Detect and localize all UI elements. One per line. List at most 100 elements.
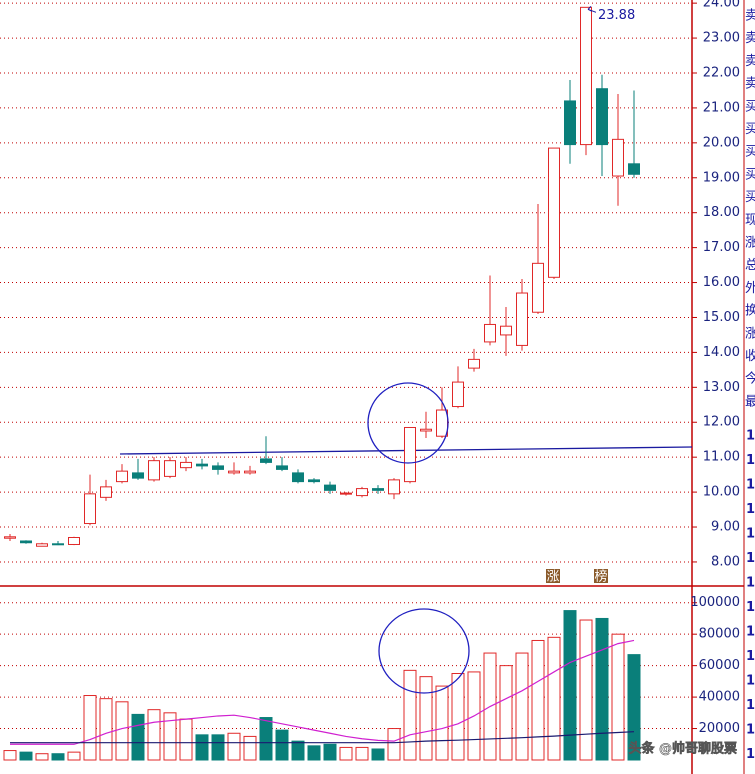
- volume-tick-label: 20000: [699, 721, 740, 736]
- max-arrow: [587, 5, 597, 13]
- side-value: 14.: [746, 747, 755, 762]
- side-value: 14.: [746, 502, 755, 517]
- volume-bar: [371, 748, 385, 761]
- volume-bar: [531, 639, 545, 761]
- candle-body: [452, 381, 464, 408]
- side-label: 卖: [745, 9, 755, 24]
- candle-body: [4, 536, 16, 539]
- candle-body: [52, 543, 64, 546]
- y-tick-label: 19.00: [703, 170, 740, 185]
- y-tick-label: 12.00: [703, 415, 740, 430]
- side-value: 14.: [746, 429, 755, 444]
- volume-bar: [403, 669, 417, 761]
- candle-body: [180, 461, 192, 469]
- y-tick-label: 9.00: [711, 520, 740, 535]
- volume-bar: [387, 728, 401, 761]
- side-value: 14.: [746, 723, 755, 738]
- candle-body: [84, 493, 96, 525]
- volume-bar: [147, 709, 161, 761]
- volume-bar: [131, 713, 145, 761]
- side-label: 卖: [745, 54, 755, 69]
- max-price-label: 23.88: [598, 8, 635, 23]
- y-tick-label: 22.00: [703, 65, 740, 80]
- volume-bar: [307, 745, 321, 761]
- volume-bar: [435, 685, 449, 761]
- marks: [3, 6, 641, 761]
- candle-body: [628, 163, 640, 175]
- labels: 8.00 9.00 10.00 11.00 12.00 13.00 14.00 15.00 16…: [546, 0, 755, 762]
- side-label: 外: [745, 281, 755, 296]
- volume-tick-label: 80000: [699, 627, 740, 642]
- side-value: 14.: [746, 625, 755, 640]
- candle-body: [340, 492, 352, 495]
- side-value: 14.: [746, 600, 755, 615]
- side-label: 总: [745, 258, 755, 273]
- side-label: 今: [745, 371, 755, 387]
- candle-body: [404, 426, 416, 483]
- marker-label: 榜: [594, 569, 607, 585]
- candle-body: [372, 488, 384, 491]
- side-label: 买: [745, 190, 755, 205]
- marker-label: 涨: [546, 570, 559, 585]
- volume-bar: [195, 734, 209, 761]
- volume-bar: [451, 673, 465, 761]
- candle-body: [484, 323, 496, 343]
- volume-bar: [499, 665, 513, 761]
- volume-bar: [419, 676, 433, 761]
- candle-body: [212, 465, 224, 470]
- side-value: 14.: [746, 453, 755, 468]
- side-value: 14.: [746, 698, 755, 713]
- volume-tick-label: 100000: [690, 595, 740, 610]
- side-value: 14.: [746, 478, 755, 493]
- y-tick-label: 24.00: [703, 0, 740, 11]
- side-label: 现: [745, 213, 755, 228]
- volume-bar: [179, 718, 193, 761]
- watermark: 头条 @帅哥聊股票: [628, 741, 737, 757]
- y-tick-label: 16.00: [703, 275, 740, 290]
- candle-body: [564, 100, 576, 146]
- y-tick-label: 18.00: [703, 205, 740, 220]
- candle-body: [164, 460, 176, 477]
- side-label: 买: [745, 167, 755, 182]
- side-label: 收: [745, 349, 755, 364]
- candle-body: [516, 292, 528, 346]
- volume-bar: [227, 732, 241, 761]
- volume-bar: [547, 636, 561, 761]
- volume-bar: [339, 746, 353, 761]
- candle-body: [308, 479, 320, 483]
- candle-body: [244, 470, 256, 474]
- moving-average-line: [10, 731, 635, 744]
- y-tick-label: 10.00: [703, 485, 740, 500]
- volume-tick-label: 40000: [699, 690, 740, 705]
- candle-body: [228, 470, 240, 474]
- side-label: 买: [745, 99, 755, 114]
- side-label: 卖: [745, 31, 755, 46]
- y-tick-label: 17.00: [703, 240, 740, 255]
- candle-body: [68, 537, 80, 545]
- side-value: 14.: [746, 674, 755, 689]
- volume-bar: [563, 610, 577, 761]
- volume-bar: [211, 734, 225, 761]
- y-tick-label: 11.00: [703, 450, 740, 465]
- highlight-circle: [378, 608, 470, 694]
- volume-bar: [163, 712, 177, 761]
- volume-bar: [67, 751, 81, 761]
- marker-box: [546, 569, 560, 583]
- candle-body: [36, 543, 48, 547]
- candle-body: [388, 479, 400, 495]
- volume-bar: [291, 740, 305, 761]
- side-value: 14.: [746, 576, 755, 591]
- volume-bar: [323, 743, 337, 761]
- volume-bar: [51, 753, 65, 761]
- candle-body: [116, 470, 128, 483]
- volume-bar: [3, 750, 17, 761]
- y-tick-label: 13.00: [703, 380, 740, 395]
- candle-body: [20, 540, 32, 544]
- side-value: 14.: [746, 649, 755, 664]
- volume-bar: [611, 633, 625, 761]
- candle-body: [148, 460, 160, 481]
- volume-bar: [627, 654, 641, 761]
- moving-average-line: [10, 639, 635, 745]
